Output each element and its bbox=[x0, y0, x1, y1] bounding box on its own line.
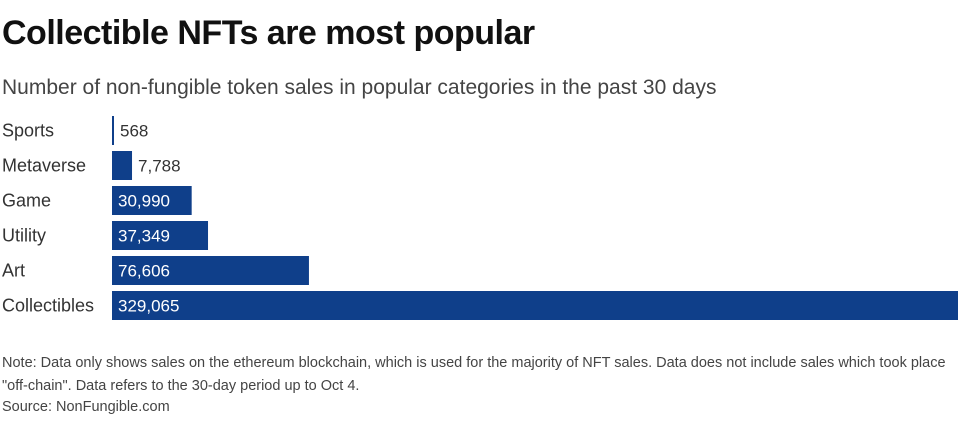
bar-sports bbox=[112, 116, 114, 145]
bar-collectibles bbox=[112, 291, 958, 320]
bar-metaverse bbox=[112, 151, 133, 180]
value-label-sports: 568 bbox=[120, 122, 148, 141]
value-label-game: 30,990 bbox=[118, 192, 170, 211]
category-label-sports: Sports bbox=[2, 121, 54, 141]
bar-utility bbox=[112, 221, 209, 250]
chart-source: Source: NonFungible.com bbox=[2, 399, 170, 415]
category-label-utility: Utility bbox=[2, 226, 46, 246]
chart-note: Note: Data only shows sales on the ether… bbox=[2, 355, 946, 394]
category-label-game: Game bbox=[2, 191, 51, 211]
chart-title: Collectible NFTs are most popular bbox=[2, 14, 535, 52]
chart-subtitle: Number of non-fungible token sales in po… bbox=[2, 76, 717, 99]
bar-art bbox=[112, 256, 309, 285]
value-label-metaverse: 7,788 bbox=[138, 157, 181, 176]
category-label-metaverse: Metaverse bbox=[2, 156, 86, 176]
value-label-collectibles: 329,065 bbox=[118, 297, 179, 316]
category-label-collectibles: Collectibles bbox=[2, 296, 94, 316]
bar-chart: Sports 568 Metaverse 7,788 Game 30,990 Utility… bbox=[2, 116, 958, 320]
value-label-art: 76,606 bbox=[118, 262, 170, 281]
value-label-utility: 37,349 bbox=[118, 227, 170, 246]
bar-game bbox=[112, 186, 192, 215]
category-label-art: Art bbox=[2, 261, 25, 281]
